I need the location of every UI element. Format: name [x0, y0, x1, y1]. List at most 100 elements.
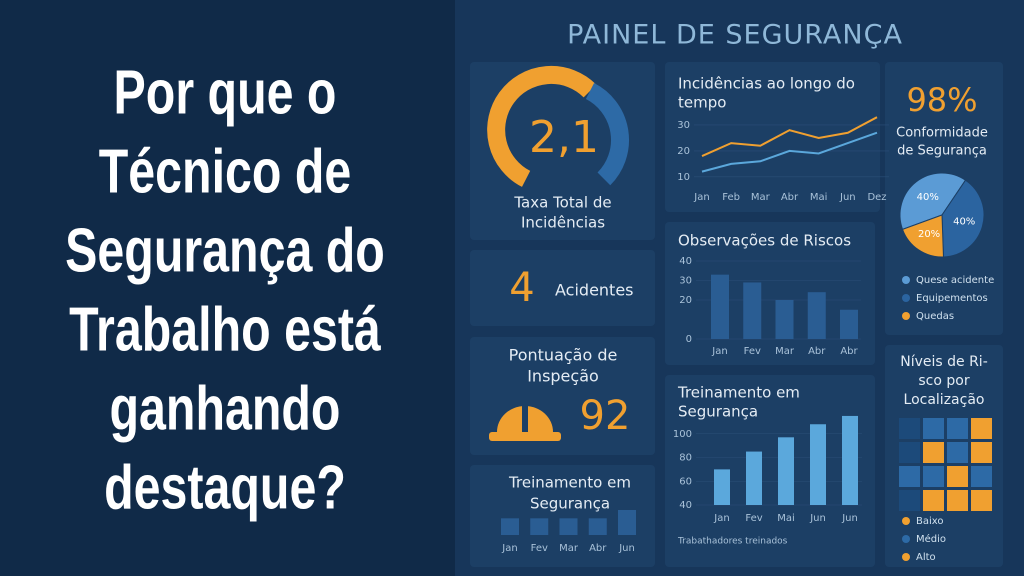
panel-title: Níveis de Ri-	[900, 354, 988, 370]
y-tick-label: 30	[679, 276, 692, 287]
x-tick-label: Jan	[713, 513, 729, 524]
kpi-value: 98%	[906, 81, 977, 119]
x-tick-label: Feb	[722, 192, 740, 203]
bar	[711, 274, 729, 339]
x-tick-label: Jun	[618, 543, 635, 554]
y-tick-label: 20	[677, 146, 690, 157]
x-tick-label: Mar	[751, 192, 771, 203]
dashboard-title: PAINEL DE SEGURANÇA	[567, 20, 903, 51]
heat-cell	[947, 490, 968, 511]
bar	[746, 451, 762, 505]
bar	[840, 309, 858, 339]
panel	[665, 62, 880, 212]
kpi-label: de Segurança	[897, 144, 987, 159]
chart-title: Treinamento em	[677, 384, 800, 402]
y-tick-label: 20	[679, 295, 692, 306]
kpi-value: 4	[509, 265, 534, 311]
kpi-label: Acidentes	[555, 281, 634, 300]
kpi-label: Taxa Total de	[513, 194, 611, 212]
bar	[588, 518, 607, 535]
kpi-value: 2,1	[529, 112, 599, 163]
heat-cell	[947, 442, 968, 463]
headline-line: Trabalho está	[69, 295, 382, 364]
kpi-label: Pontuação de	[509, 346, 618, 365]
panel-title: sco por	[918, 373, 969, 389]
x-tick-label: Jun	[809, 513, 826, 524]
kpi-label: Conformidade	[896, 126, 988, 141]
footnote: Trabathadores treinados	[677, 537, 788, 547]
x-tick-label: Mai	[777, 513, 795, 524]
y-tick-label: 0	[686, 334, 692, 345]
bar	[775, 300, 794, 339]
headline-line: Por que o	[114, 58, 337, 127]
chart-title: Segurança	[678, 403, 758, 421]
x-tick-label: Fev	[744, 346, 761, 357]
y-tick-label: 60	[679, 476, 692, 487]
legend-swatch	[902, 294, 910, 302]
x-tick-label: Abr	[808, 346, 826, 357]
gauge-arc	[585, 82, 630, 186]
heat-cell	[899, 418, 920, 439]
chart-title: Observações de Riscos	[678, 232, 851, 250]
x-tick-label: Abr	[840, 346, 858, 357]
legend-swatch	[902, 553, 910, 561]
line-series	[701, 116, 878, 157]
bar	[842, 415, 858, 505]
legend-swatch	[902, 535, 910, 543]
headline-line: ganhando	[110, 374, 341, 443]
y-tick-label: 80	[679, 453, 692, 464]
bar	[501, 518, 519, 535]
slice-label: 20%	[918, 229, 940, 240]
y-tick-label: 40	[679, 500, 692, 511]
panel	[665, 375, 875, 567]
chart-title: Treinamento em	[508, 474, 631, 492]
heat-cell	[923, 466, 944, 487]
panel	[470, 250, 655, 326]
panel	[470, 465, 655, 567]
legend-swatch	[902, 276, 910, 284]
legend-swatch	[902, 517, 910, 525]
heat-cell	[971, 442, 992, 463]
kpi-label: Incidências	[521, 214, 605, 232]
bar	[743, 282, 762, 339]
headline-line: destaque?	[104, 453, 346, 522]
x-tick-label: Mar	[775, 346, 795, 357]
bar	[618, 510, 636, 535]
heat-cell	[899, 490, 920, 511]
x-tick-label: Abr	[589, 543, 607, 554]
chart-title: Incidências ao longo do	[678, 75, 855, 93]
heat-cell	[899, 466, 920, 487]
headline-line: Segurança do	[65, 216, 385, 285]
x-tick-label: Jan	[693, 192, 709, 203]
heat-cell	[923, 442, 944, 463]
bar	[807, 292, 826, 339]
heat-cell	[947, 466, 968, 487]
x-tick-label: Fev	[745, 513, 762, 524]
x-tick-label: Jan	[501, 543, 517, 554]
heat-cell	[947, 418, 968, 439]
headline-line: Técnico de	[99, 137, 352, 206]
pie-slice	[941, 179, 985, 258]
pie-slice	[899, 172, 967, 231]
y-tick-label: 10	[677, 172, 690, 183]
x-tick-label: Jun	[841, 513, 858, 524]
bar	[559, 518, 578, 535]
line-series	[701, 131, 878, 173]
legend-label: Equipementos	[916, 293, 988, 304]
heat-cell	[923, 490, 944, 511]
panel-title: Localização	[904, 392, 985, 408]
x-tick-label: Mar	[559, 543, 579, 554]
y-tick-label: 30	[677, 120, 690, 131]
heat-cell	[971, 466, 992, 487]
chart-title: tempo	[678, 94, 726, 112]
chart-title: Segurança	[530, 495, 610, 513]
x-tick-label: Mai	[810, 192, 828, 203]
x-tick-label: Abr	[781, 192, 799, 203]
legend-label: Quedas	[916, 311, 954, 322]
kpi-value: 92	[580, 393, 631, 439]
legend-label: Médio	[916, 533, 946, 545]
pie-slice	[901, 214, 944, 258]
bar	[810, 424, 826, 505]
heat-cell	[971, 418, 992, 439]
